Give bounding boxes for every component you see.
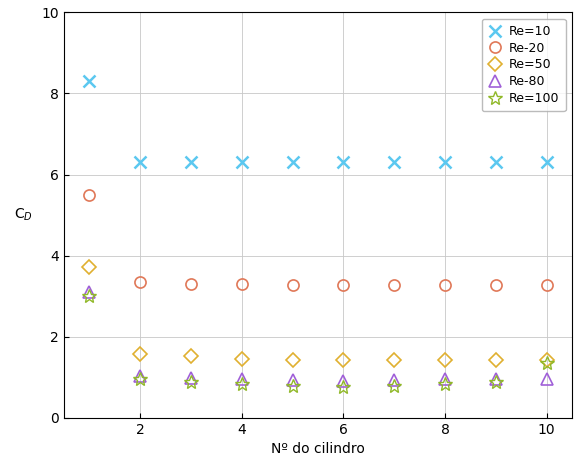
- Re-80: [492, 376, 499, 382]
- Re-80: [137, 374, 144, 379]
- Re-80: [238, 376, 245, 382]
- Line: Re=100: Re=100: [82, 289, 554, 394]
- Y-axis label: C$_D$: C$_D$: [14, 207, 32, 223]
- X-axis label: Nº do cilindro: Nº do cilindro: [271, 442, 365, 456]
- Re=10: [391, 159, 398, 164]
- Re=100: [137, 376, 144, 382]
- Re=10: [543, 159, 550, 164]
- Re=100: [86, 293, 93, 299]
- Re=10: [492, 159, 499, 164]
- Re-80: [188, 375, 195, 381]
- Re-80: [86, 289, 93, 295]
- Re-20: [238, 281, 245, 287]
- Re=100: [391, 383, 398, 389]
- Re=100: [238, 382, 245, 387]
- Re=10: [238, 159, 245, 164]
- Re-20: [543, 282, 550, 288]
- Re-80: [391, 378, 398, 383]
- Re-20: [86, 192, 93, 198]
- Re=50: [543, 357, 550, 363]
- Re=100: [289, 383, 296, 389]
- Re=50: [391, 357, 398, 363]
- Re=50: [442, 357, 449, 363]
- Re=100: [492, 379, 499, 385]
- Re=100: [188, 379, 195, 385]
- Re=10: [289, 159, 296, 164]
- Line: Re-80: Re-80: [84, 287, 552, 387]
- Legend: Re=10, Re-20, Re=50, Re-80, Re=100: Re=10, Re-20, Re=50, Re-80, Re=100: [482, 19, 566, 111]
- Line: Re-20: Re-20: [84, 189, 552, 290]
- Re=50: [137, 351, 144, 357]
- Re=50: [86, 264, 93, 269]
- Re=50: [289, 357, 296, 363]
- Re-20: [391, 282, 398, 288]
- Re-80: [289, 378, 296, 383]
- Re-80: [442, 376, 449, 382]
- Re=10: [340, 159, 347, 164]
- Re=50: [340, 357, 347, 363]
- Line: Re=10: Re=10: [84, 76, 552, 167]
- Re=100: [442, 382, 449, 387]
- Re-20: [289, 282, 296, 288]
- Re=50: [492, 357, 499, 363]
- Re-20: [492, 282, 499, 288]
- Re=10: [442, 159, 449, 164]
- Re=10: [86, 79, 93, 84]
- Re=50: [188, 353, 195, 359]
- Re-20: [137, 279, 144, 285]
- Re-20: [442, 282, 449, 288]
- Re=10: [137, 159, 144, 164]
- Line: Re=50: Re=50: [85, 262, 552, 365]
- Re=50: [238, 356, 245, 362]
- Re=10: [188, 159, 195, 164]
- Re=100: [340, 384, 347, 390]
- Re=100: [543, 360, 550, 366]
- Re-20: [188, 281, 195, 287]
- Re-80: [543, 376, 550, 382]
- Re-80: [340, 378, 347, 384]
- Re-20: [340, 282, 347, 288]
